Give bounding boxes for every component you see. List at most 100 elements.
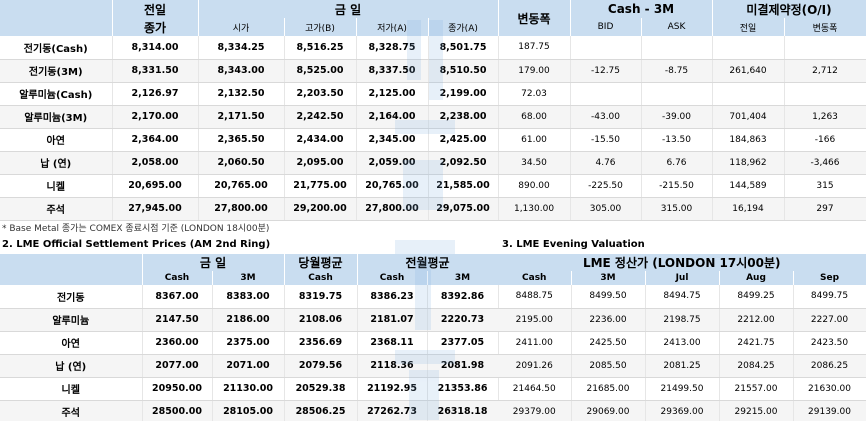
bid-value: -15.50 (570, 128, 642, 152)
prev-month-avg-3m: 2377.05 (427, 331, 499, 355)
prev-month-avg-cash: 2181.07 (357, 308, 428, 332)
table-row: 알루미늄(3M) 2,170.00 2,171.50 2,242.50 2,16… (0, 105, 866, 129)
table-row: 21464.50 21685.00 21499.50 21557.00 2163… (498, 377, 866, 401)
open-price: 2,060.50 (198, 151, 285, 175)
change-value: 890.00 (498, 174, 571, 198)
metal-name: 전기동 (0, 285, 143, 309)
close-price: 2,425.00 (428, 128, 499, 152)
ask-value: 315.00 (641, 197, 713, 221)
today-3m: 8383.00 (212, 285, 285, 309)
eval-cash: 29379.00 (498, 400, 572, 421)
eval-sep: 2086.25 (793, 354, 866, 378)
header-cash: Cash (357, 271, 428, 285)
metal-name: 아연 (0, 331, 143, 355)
change-value: 72.03 (498, 82, 571, 106)
low-price: 20,765.00 (356, 174, 429, 198)
settlement-price-table: 금 일 당월평균 전월평균 Cash 3M Cash Cash 3M 전기동 8… (0, 254, 499, 421)
table2-header-row-2: Cash 3M Cash Cash 3M (0, 271, 499, 285)
table-row: 주석 28500.00 28105.00 28506.25 27262.73 2… (0, 400, 499, 421)
ask-value (641, 36, 713, 60)
high-price: 2,095.00 (284, 151, 357, 175)
table-row: 알루미늄(Cash) 2,126.97 2,132.50 2,203.50 2,… (0, 82, 866, 106)
ask-value: -215.50 (641, 174, 713, 198)
header-open-interest: 미결제약정(O/I) (712, 0, 866, 18)
header-bid: BID (570, 18, 642, 36)
change-value: 187.75 (498, 36, 571, 60)
metal-name: 알루미늄(Cash) (0, 82, 113, 106)
open-price: 8,343.00 (198, 59, 285, 83)
change-value: 68.00 (498, 105, 571, 129)
prev-close: 8,331.50 (112, 59, 199, 83)
eval-3m: 2085.50 (571, 354, 646, 378)
header-close: 종가(A) (428, 18, 499, 36)
prev-close: 2,170.00 (112, 105, 199, 129)
oi-value: 701,404 (712, 105, 785, 129)
prev-month-avg-3m: 21353.86 (427, 377, 499, 401)
table-row: 8488.75 8499.50 8494.75 8499.25 8499.75 (498, 285, 866, 309)
high-price: 2,434.00 (284, 128, 357, 152)
header-prev-month-avg: 전월평균 (357, 254, 499, 271)
eval-jul: 29369.00 (645, 400, 720, 421)
header-high: 고가(B) (284, 18, 357, 36)
header-ask: ASK (641, 18, 713, 36)
low-price: 2,125.00 (356, 82, 429, 106)
table-row: 전기동 8367.00 8383.00 8319.75 8386.23 8392… (0, 285, 499, 309)
eval-3m: 2236.00 (571, 308, 646, 332)
today-cash: 20950.00 (142, 377, 213, 401)
eval-cash: 2091.26 (498, 354, 572, 378)
bid-value (570, 82, 642, 106)
today-3m: 2071.00 (212, 354, 285, 378)
table3-header-row-1: LME 정산가 (LONDON 17시00분) (498, 254, 866, 271)
open-price: 8,334.25 (198, 36, 285, 60)
ask-value (641, 82, 713, 106)
today-cash: 8367.00 (142, 285, 213, 309)
close-price: 21,585.00 (428, 174, 499, 198)
header-cash: Cash (284, 271, 358, 285)
header-low: 저가(A) (356, 18, 429, 36)
bid-value (570, 36, 642, 60)
oi-change-value (784, 36, 866, 60)
table-row: 니켈 20,695.00 20,765.00 21,775.00 20,765.… (0, 174, 866, 198)
prev-close: 27,945.00 (112, 197, 199, 221)
header-aug: Aug (719, 271, 794, 285)
bid-value: -225.50 (570, 174, 642, 198)
table-row: 납 (연) 2,058.00 2,060.50 2,095.00 2,059.0… (0, 151, 866, 175)
eval-aug: 2212.00 (719, 308, 794, 332)
section-title-evening: 3. LME Evening Valuation (502, 239, 645, 250)
table-row: 니켈 20950.00 21130.00 20529.38 21192.95 2… (0, 377, 499, 401)
prev-month-avg-3m: 2220.73 (427, 308, 499, 332)
table3-header-row-2: Cash 3M Jul Aug Sep (498, 271, 866, 285)
today-3m: 2186.00 (212, 308, 285, 332)
metal-name: 알루미늄(3M) (0, 105, 113, 129)
prev-month-avg-3m: 8392.86 (427, 285, 499, 309)
metal-name: 납 (연) (0, 151, 113, 175)
eval-3m: 2425.50 (571, 331, 646, 355)
open-price: 2,132.50 (198, 82, 285, 106)
ask-value: -8.75 (641, 59, 713, 83)
header-change: 변동폭 (498, 0, 571, 36)
header-prev-close: 종가 (112, 18, 199, 36)
today-3m: 28105.00 (212, 400, 285, 421)
evening-valuation-table: LME 정산가 (LONDON 17시00분) Cash 3M Jul Aug … (498, 254, 866, 421)
low-price: 2,164.00 (356, 105, 429, 129)
high-price: 2,242.50 (284, 105, 357, 129)
close-price: 8,510.50 (428, 59, 499, 83)
table-row: 29379.00 29069.00 29369.00 29215.00 2913… (498, 400, 866, 421)
today-3m: 21130.00 (212, 377, 285, 401)
oi-change-value (784, 82, 866, 106)
metal-name: 납 (연) (0, 354, 143, 378)
prev-month-avg-cash: 8386.23 (357, 285, 428, 309)
bid-value: -43.00 (570, 105, 642, 129)
prev-close: 2,058.00 (112, 151, 199, 175)
header-3m: 3M (212, 271, 285, 285)
eval-cash: 2195.00 (498, 308, 572, 332)
lme-daily-price-table: 전일 금 일 변동폭 Cash - 3M 미결제약정(O/I) 종가 시가 고가… (0, 0, 866, 221)
table-row: 주석 27,945.00 27,800.00 29,200.00 27,800.… (0, 197, 866, 221)
high-price: 21,775.00 (284, 174, 357, 198)
eval-jul: 21499.50 (645, 377, 720, 401)
header-3m: 3M (427, 271, 499, 285)
change-value: 179.00 (498, 59, 571, 83)
high-price: 29,200.00 (284, 197, 357, 221)
eval-sep: 8499.75 (793, 285, 866, 309)
today-cash: 2147.50 (142, 308, 213, 332)
